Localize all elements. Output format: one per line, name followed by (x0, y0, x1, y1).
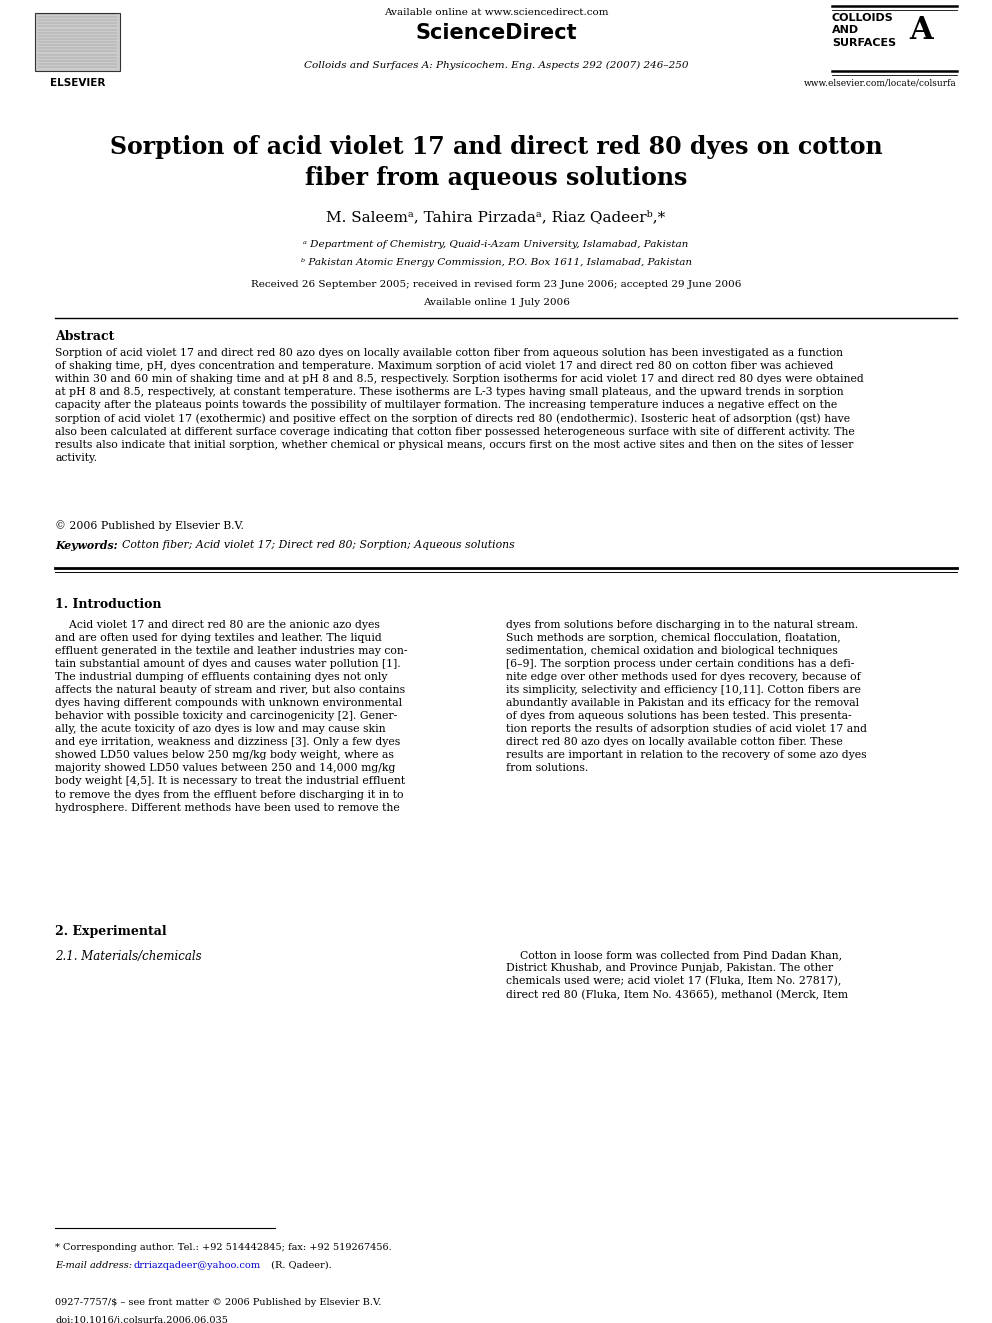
Text: doi:10.1016/j.colsurfa.2006.06.035: doi:10.1016/j.colsurfa.2006.06.035 (55, 1316, 228, 1323)
Text: ELSEVIER: ELSEVIER (50, 78, 105, 89)
Text: Received 26 September 2005; received in revised form 23 June 2006; accepted 29 J: Received 26 September 2005; received in … (251, 280, 741, 288)
Text: Sorption of acid violet 17 and direct red 80 azo dyes on locally available cotto: Sorption of acid violet 17 and direct re… (55, 348, 864, 463)
Text: 1. Introduction: 1. Introduction (55, 598, 162, 611)
Text: ᵃ Department of Chemistry, Quaid-i-Azam University, Islamabad, Pakistan: ᵃ Department of Chemistry, Quaid-i-Azam … (304, 239, 688, 249)
Text: 0927-7757/$ – see front matter © 2006 Published by Elsevier B.V.: 0927-7757/$ – see front matter © 2006 Pu… (55, 1298, 381, 1307)
Text: Acid violet 17 and direct red 80 are the anionic azo dyes
and are often used for: Acid violet 17 and direct red 80 are the… (55, 620, 408, 812)
Text: Cotton fiber; Acid violet 17; Direct red 80; Sorption; Aqueous solutions: Cotton fiber; Acid violet 17; Direct red… (115, 540, 515, 550)
Text: M. Saleemᵃ, Tahira Pirzadaᵃ, Riaz Qadeerᵇ,*: M. Saleemᵃ, Tahira Pirzadaᵃ, Riaz Qadeer… (326, 210, 666, 224)
Text: Available online at www.sciencedirect.com: Available online at www.sciencedirect.co… (384, 8, 608, 17)
Text: A: A (909, 15, 932, 46)
Text: Available online 1 July 2006: Available online 1 July 2006 (423, 298, 569, 307)
Bar (35, 13, 120, 71)
Text: ᵇ Pakistan Atomic Energy Commission, P.O. Box 1611, Islamabad, Pakistan: ᵇ Pakistan Atomic Energy Commission, P.O… (301, 258, 691, 267)
Text: * Corresponding author. Tel.: +92 514442845; fax: +92 519267456.: * Corresponding author. Tel.: +92 514442… (55, 1244, 392, 1252)
Text: Keywords:: Keywords: (55, 540, 118, 550)
Text: drriazqadeer@yahoo.com: drriazqadeer@yahoo.com (133, 1261, 260, 1270)
Text: Cotton in loose form was collected from Pind Dadan Khan,
District Khushab, and P: Cotton in loose form was collected from … (506, 950, 848, 1000)
Text: 2.1. Materials/chemicals: 2.1. Materials/chemicals (55, 950, 201, 963)
Text: E-mail address:: E-mail address: (55, 1261, 135, 1270)
Text: 2. Experimental: 2. Experimental (55, 925, 167, 938)
Text: Colloids and Surfaces A: Physicochem. Eng. Aspects 292 (2007) 246–250: Colloids and Surfaces A: Physicochem. En… (304, 61, 688, 70)
Text: ScienceDirect: ScienceDirect (416, 22, 576, 44)
Text: www.elsevier.com/locate/colsurfa: www.elsevier.com/locate/colsurfa (805, 78, 957, 87)
Text: (R. Qadeer).: (R. Qadeer). (268, 1261, 331, 1270)
Text: Sorption of acid violet 17 and direct red 80 dyes on cotton
fiber from aqueous s: Sorption of acid violet 17 and direct re… (110, 135, 882, 189)
Text: Abstract: Abstract (55, 329, 114, 343)
Text: COLLOIDS
AND
SURFACES: COLLOIDS AND SURFACES (832, 13, 896, 48)
Text: © 2006 Published by Elsevier B.V.: © 2006 Published by Elsevier B.V. (55, 520, 244, 531)
Text: dyes from solutions before discharging in to the natural stream.
Such methods ar: dyes from solutions before discharging i… (506, 620, 867, 774)
